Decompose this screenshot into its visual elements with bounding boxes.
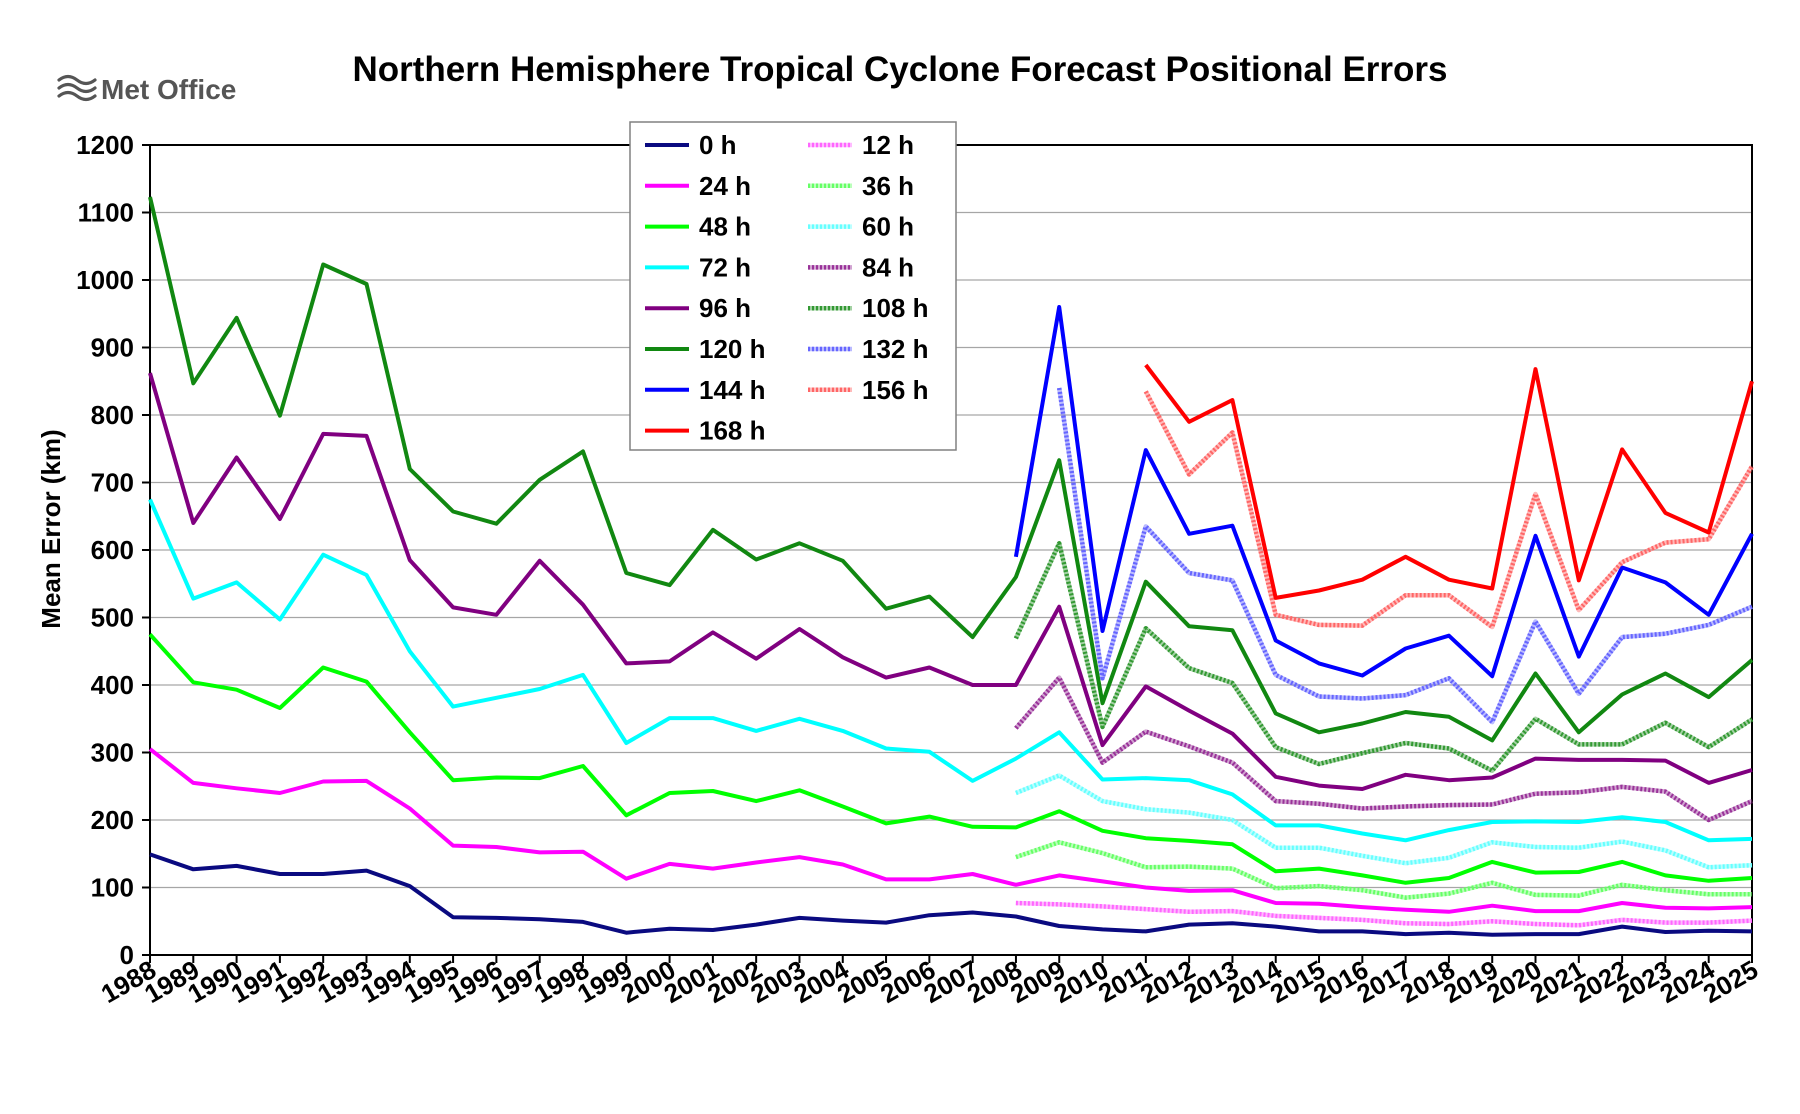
legend-label: 144 h [699,375,766,405]
series-line-hatch-108h [1016,543,1752,770]
y-tick-label: 900 [91,333,134,363]
y-tick-label: 700 [91,468,134,498]
y-tick-label: 300 [91,738,134,768]
series-144h [1016,307,1752,676]
legend-label: 156 h [862,375,929,405]
y-tick-label: 400 [91,670,134,700]
legend-label: 132 h [862,334,929,364]
legend-label: 72 h [699,252,751,282]
y-tick-label: 500 [91,603,134,633]
legend-label: 60 h [862,212,914,242]
met-office-logo: Met Office [59,74,236,105]
series-line-168h [1146,365,1752,598]
legend-label: 96 h [699,293,751,323]
y-tick-label: 100 [91,873,134,903]
legend-label: 12 h [862,130,914,160]
y-axis-label: Mean Error (km) [36,429,66,628]
y-tick-label: 1100 [78,198,134,228]
y-tick-label: 1200 [76,130,134,160]
chart-container: Met Office Northern Hemisphere Tropical … [0,0,1800,1114]
tropical-cyclone-error-chart: Met Office Northern Hemisphere Tropical … [0,0,1800,1114]
legend-label: 84 h [862,252,914,282]
legend-label: 36 h [862,171,914,201]
legend-label: 120 h [699,334,766,364]
series-line-144h [1016,307,1752,676]
legend: 0 h 12 h 24 h 36 h 48 h 60 h 72 h 84 h 96 h 108 h… [630,122,956,450]
legend-label: 108 h [862,293,929,323]
legend-label: 168 h [699,416,766,446]
y-tick-label: 800 [91,400,134,430]
met-office-logo-text: Met Office [101,74,236,105]
legend-label: 48 h [699,212,751,242]
legend-label: 24 h [699,171,751,201]
legend-label: 0 h [699,130,737,160]
series-108h [1016,543,1752,770]
y-tick-label: 200 [91,805,134,835]
y-tick-label: 1000 [76,265,134,295]
met-office-logo-icon [59,77,95,100]
series-168h [1146,365,1752,598]
chart-title: Northern Hemisphere Tropical Cyclone For… [352,50,1447,89]
x-axis-ticks: 1988198919901991199219931994199519961997… [96,954,1763,1009]
y-tick-label: 600 [91,535,134,565]
